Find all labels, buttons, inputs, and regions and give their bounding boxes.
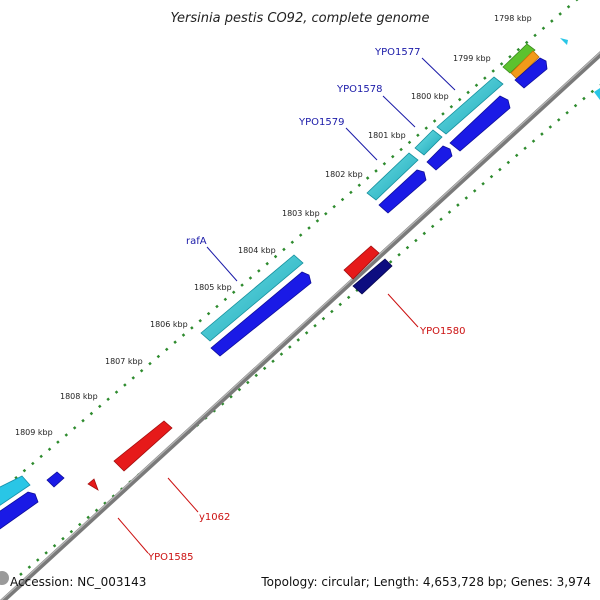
gene-label-YPO1580: YPO1580: [419, 326, 465, 337]
backbone-end-cap: [0, 571, 9, 585]
feature-bar-green: [502, 43, 536, 74]
leader-line: [345, 127, 378, 161]
gene-label-YPO1585: YPO1585: [147, 552, 193, 563]
gene-arrow-forward: [46, 471, 65, 488]
gene-arrow-forward: [0, 491, 39, 530]
outer-dotted-track: [0, 0, 579, 494]
backbone-highlight: [0, 51, 600, 600]
tick-label: 1800 kbp: [411, 92, 449, 101]
small-cyan-feature: [560, 38, 568, 45]
cds-bar: [436, 76, 504, 135]
small-blue-feature: [594, 88, 600, 100]
gene-label-YPO1578: YPO1578: [336, 84, 382, 95]
gene-arrow-forward: [449, 95, 511, 152]
leader-line: [167, 477, 199, 513]
tick-label: 1805 kbp: [194, 283, 232, 292]
map-title: Yersinia pestis CO92, complete genome: [171, 11, 430, 26]
gene-arrow-reverse: [343, 245, 380, 280]
cds-bar: [200, 254, 304, 342]
gene-label-rafA: rafA: [186, 236, 207, 247]
leader-line: [117, 517, 149, 554]
leader-line: [382, 95, 416, 128]
tick-label: 1803 kbp: [282, 209, 320, 218]
gene-arrow-forward: [514, 57, 548, 89]
gene-label-YPO1577: YPO1577: [374, 47, 420, 58]
tick-label: 1807 kbp: [105, 357, 143, 366]
feature-bar-orange: [510, 50, 540, 80]
leader-line: [421, 57, 456, 91]
tick-label: 1798 kbp: [494, 14, 532, 23]
gene-arrow-forward: [426, 145, 453, 171]
tick-label: 1801 kbp: [368, 131, 406, 140]
genome-summary-text: Topology: circular; Length: 4,653,728 bp…: [260, 575, 591, 589]
inner-dotted-track: [19, 84, 600, 576]
gene-arrow-forward: [378, 169, 427, 214]
gene-label-YPO1579: YPO1579: [298, 117, 344, 128]
tick-label: 1808 kbp: [60, 392, 98, 401]
leader-line: [206, 246, 238, 282]
leader-line: [387, 293, 419, 328]
tick-label: 1804 kbp: [238, 246, 276, 255]
gene-arrow-reverse-dark: [352, 258, 393, 295]
tick-label: 1809 kbp: [15, 428, 53, 437]
tick-label: 1806 kbp: [150, 320, 188, 329]
tick-label: 1802 kbp: [325, 170, 363, 179]
gene-label-y1062: y1062: [199, 512, 230, 523]
tick-label: 1799 kbp: [453, 54, 491, 63]
cds-bar: [0, 475, 31, 506]
gene-arrow-forward: [210, 271, 312, 357]
backbone: [0, 51, 600, 600]
cds-bar: [366, 152, 419, 201]
cds-bar: [414, 129, 443, 156]
gene-arrow-reverse: [113, 420, 173, 472]
accession-text: Accession: NC_003143: [10, 575, 146, 589]
gene-arrow-reverse: [87, 478, 99, 491]
